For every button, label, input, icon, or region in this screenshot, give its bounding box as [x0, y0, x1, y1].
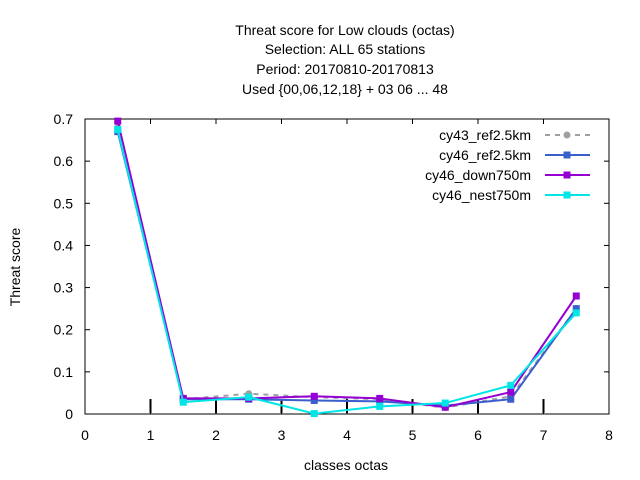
- data-point: [310, 397, 318, 405]
- chart-title: Threat score for Low clouds (octas) Sele…: [235, 22, 454, 97]
- x-tick-label: 8: [605, 427, 613, 443]
- data-point: [179, 398, 187, 406]
- y-tick-label: 0.7: [54, 111, 74, 127]
- y-tick-label: 0.6: [54, 153, 74, 169]
- legend-swatch-marker: [563, 191, 571, 199]
- legend-entry: cy46_nest750m: [432, 187, 590, 203]
- series-cy46_nest750m: [114, 126, 580, 418]
- y-axis-label: Threat score: [7, 227, 23, 306]
- legend-entry: cy43_ref2.5km: [439, 127, 590, 143]
- legend-label: cy43_ref2.5km: [439, 127, 531, 143]
- data-point: [310, 410, 318, 418]
- title-line-1: Threat score for Low clouds (octas): [235, 22, 454, 38]
- x-tick-label: 7: [540, 427, 548, 443]
- legend-label: cy46_ref2.5km: [439, 147, 531, 163]
- title-line-4: Used {00,06,12,18} + 03 06 ... 48: [242, 81, 448, 97]
- data-point: [376, 402, 384, 410]
- legend-entry: cy46_ref2.5km: [439, 147, 590, 163]
- x-axis: 0 1 2 3 4 5 6 7 8: [81, 119, 613, 443]
- data-point: [441, 403, 449, 411]
- data-point: [507, 381, 515, 389]
- x-tick-label: 5: [409, 427, 417, 443]
- legend: cy43_ref2.5km cy46_ref2.5km cy46_down750mc…: [425, 127, 590, 203]
- x-tick-label: 6: [474, 427, 482, 443]
- data-point: [507, 388, 515, 396]
- data-point: [310, 392, 318, 400]
- x-tick-label: 0: [81, 427, 89, 443]
- data-point: [245, 393, 253, 401]
- data-point: [572, 309, 580, 317]
- series-layer: [114, 117, 580, 418]
- title-line-2: Selection: ALL 65 stations: [265, 41, 426, 57]
- title-line-3: Period: 20170810-20170813: [256, 61, 434, 77]
- data-point: [507, 395, 515, 403]
- legend-entry: cy46_down750m: [425, 167, 590, 183]
- y-axis: 0 0.1 0.2 0.3 0.4 0.5 0.6 0.7: [54, 111, 609, 422]
- x-axis-label: classes octas: [304, 457, 388, 473]
- data-point: [114, 117, 122, 125]
- data-point: [376, 394, 384, 402]
- y-tick-label: 0.3: [54, 280, 74, 296]
- series-line: [116, 120, 578, 409]
- x-tick-label: 4: [343, 427, 351, 443]
- data-point: [114, 126, 122, 134]
- legend-label: cy46_down750m: [425, 167, 531, 183]
- data-point: [572, 292, 580, 300]
- x-tick-label: 3: [278, 427, 286, 443]
- legend-label: cy46_nest750m: [432, 187, 531, 203]
- data-point: [441, 399, 449, 407]
- y-tick-label: 0.1: [54, 364, 74, 380]
- data-point: [572, 305, 580, 313]
- y-tick-label: 0: [65, 406, 73, 422]
- legend-swatch-marker: [563, 171, 571, 179]
- x-tick-label: 1: [147, 427, 155, 443]
- y-tick-label: 0.4: [54, 237, 74, 253]
- legend-swatch-marker: [563, 151, 571, 159]
- series-line: [116, 129, 577, 415]
- x-tick-label: 2: [212, 427, 220, 443]
- y-tick-label: 0.2: [54, 322, 74, 338]
- y-tick-label: 0.5: [54, 195, 74, 211]
- legend-swatch-marker: [563, 131, 571, 139]
